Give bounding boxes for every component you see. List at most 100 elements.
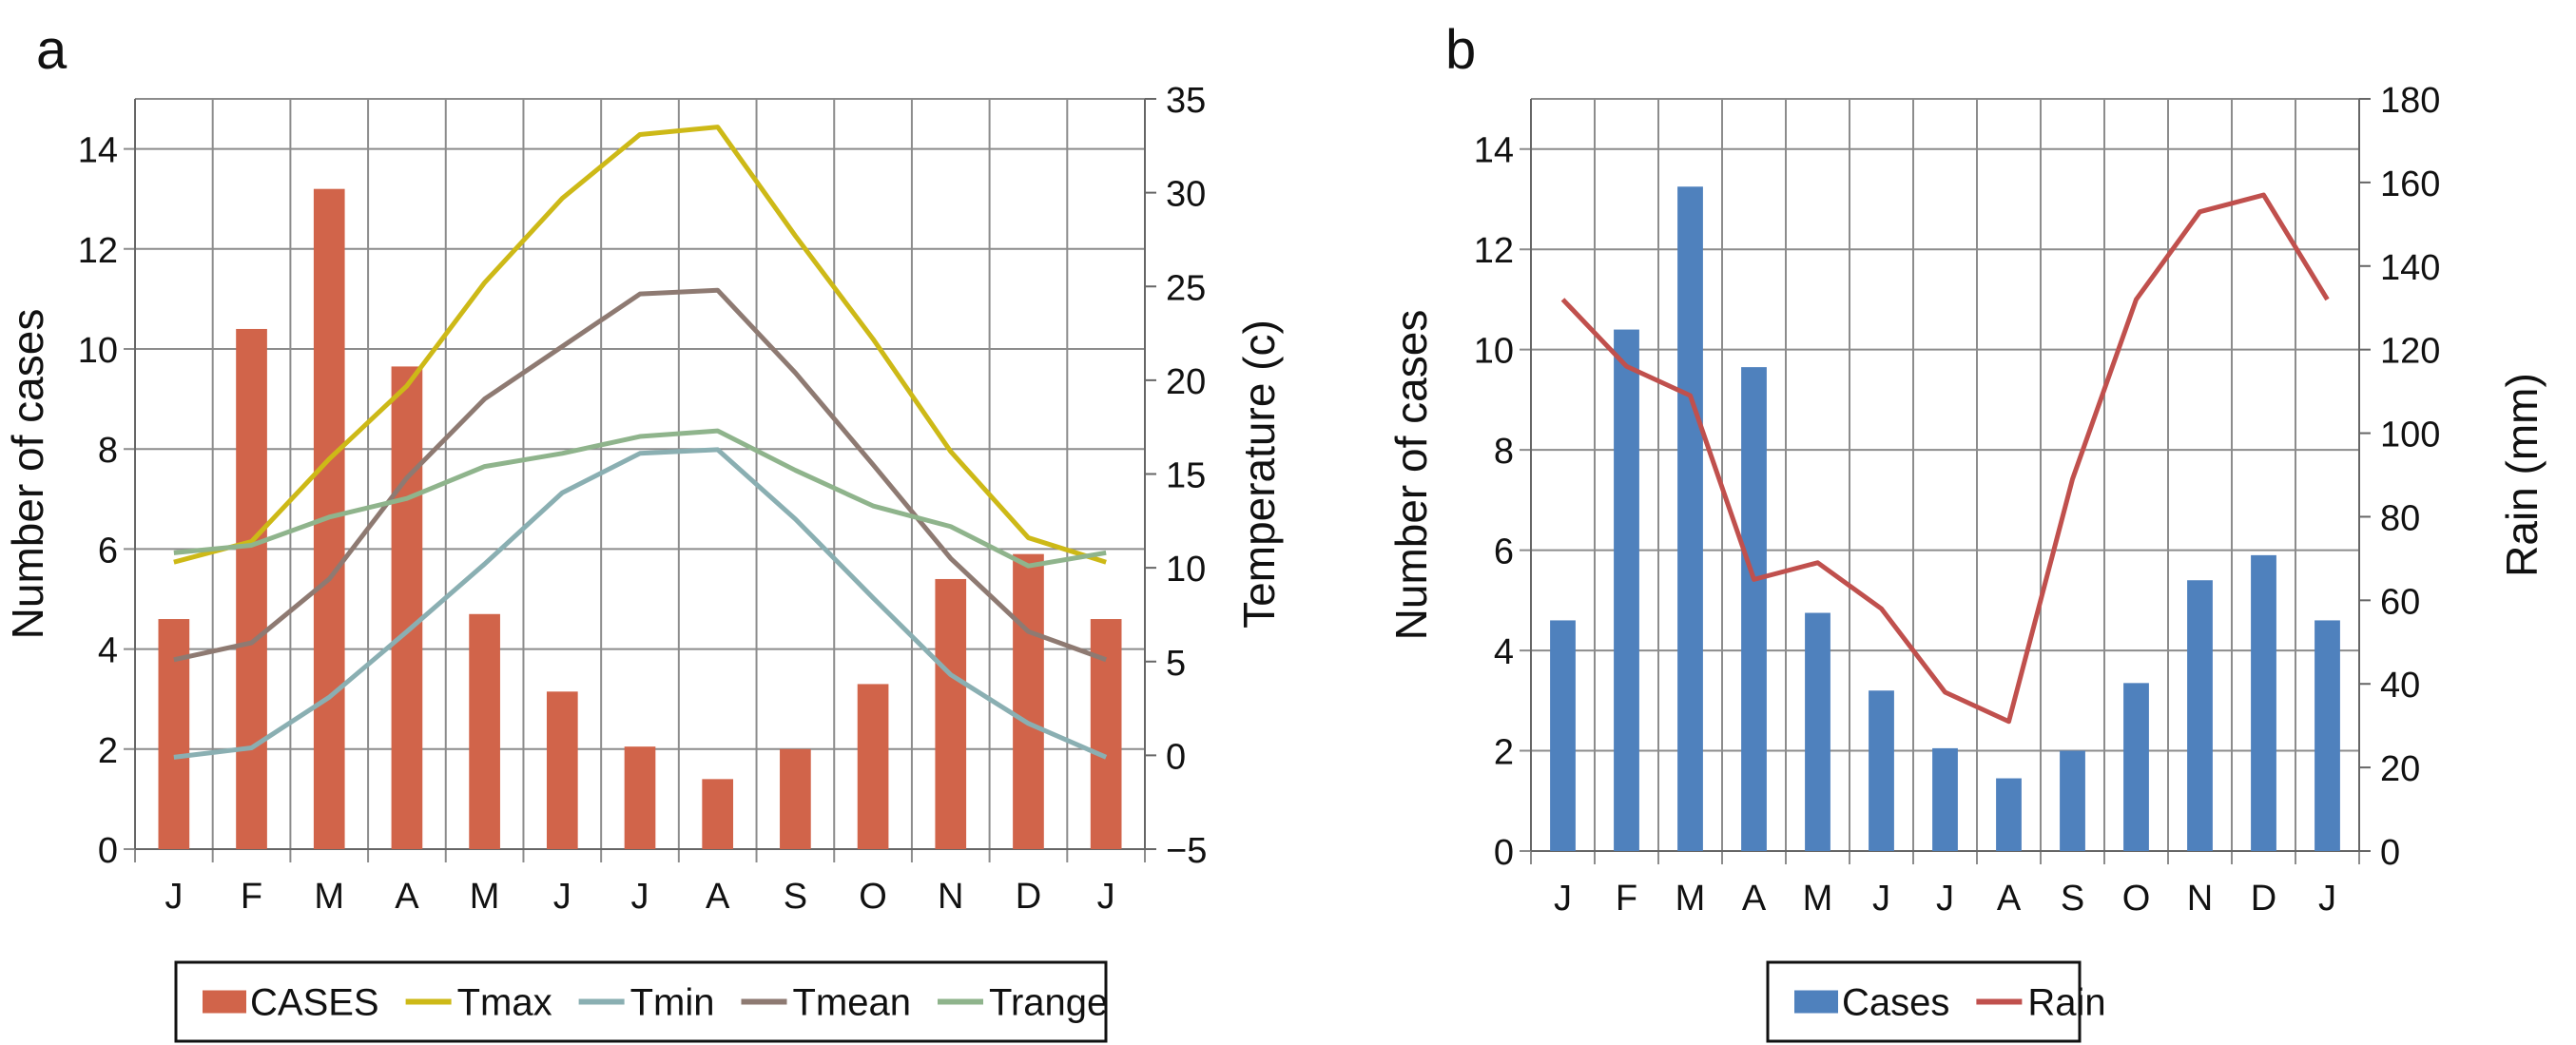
right-axis-tick-label: 15 bbox=[1166, 456, 1206, 496]
left-axis-tick-label: 14 bbox=[78, 131, 118, 171]
legend-label-trange: Trange bbox=[989, 982, 1108, 1024]
x-axis-tick-label: F bbox=[241, 877, 262, 917]
x-axis-tick-label: N bbox=[2187, 879, 2213, 919]
bar-cases bbox=[1932, 747, 1958, 851]
x-axis-tick-label: A bbox=[1742, 879, 1767, 919]
bar-cases bbox=[1805, 612, 1830, 851]
x-axis-tick-label: M bbox=[1675, 879, 1706, 919]
left-axis-title: Number of cases bbox=[1386, 310, 1436, 641]
left-axis-tick-label: 12 bbox=[78, 231, 118, 271]
x-axis-tick-label: J bbox=[1554, 879, 1572, 919]
bar-cases bbox=[2187, 580, 2213, 851]
left-axis-tick-label: 12 bbox=[1474, 231, 1514, 271]
left-axis-tick-label: 8 bbox=[1494, 432, 1514, 472]
right-axis-tick-label: 20 bbox=[2380, 749, 2420, 789]
right-axis-tick-label: 25 bbox=[1166, 268, 1206, 308]
right-axis-title: Rain (mm) bbox=[2497, 373, 2547, 577]
x-axis-tick-label: J bbox=[631, 877, 649, 917]
bar-cases bbox=[1996, 778, 2022, 851]
line-rain bbox=[1560, 192, 2330, 725]
left-axis-tick-label: 14 bbox=[1474, 131, 1514, 171]
x-axis-tick-label: D bbox=[2251, 879, 2276, 919]
right-axis-tick-label: 10 bbox=[1166, 550, 1206, 590]
left-axis-tick-label: 2 bbox=[1494, 733, 1514, 773]
left-axis-tick-label: 2 bbox=[98, 731, 118, 771]
x-axis-tick-label: S bbox=[784, 877, 807, 917]
x-axis-tick-label: F bbox=[1616, 879, 1637, 919]
left-axis-tick-label: 10 bbox=[1474, 332, 1514, 372]
x-axis-tick-label: J bbox=[165, 877, 183, 917]
right-axis-tick-label: −5 bbox=[1166, 831, 1207, 871]
x-axis-tick-label: M bbox=[470, 877, 500, 917]
legend-swatch-cases bbox=[203, 990, 246, 1014]
x-axis-tick-label: O bbox=[2122, 879, 2151, 919]
right-axis-tick-label: 160 bbox=[2380, 164, 2440, 204]
legend-label-rain: Rain bbox=[2027, 982, 2105, 1024]
left-axis-tick-label: 0 bbox=[98, 831, 118, 871]
bar-cases bbox=[236, 328, 267, 850]
line-tmin bbox=[173, 447, 1108, 760]
panel-label: a bbox=[36, 19, 68, 81]
right-axis-tick-label: 20 bbox=[1166, 362, 1206, 402]
left-axis-tick-label: 4 bbox=[98, 631, 118, 671]
right-axis-tick-label: 0 bbox=[2380, 833, 2400, 873]
left-axis-tick-label: 8 bbox=[98, 431, 118, 471]
left-axis-title: Number of cases bbox=[3, 309, 52, 640]
right-axis-title: Temperature (c) bbox=[1234, 319, 1284, 629]
right-axis-tick-label: 80 bbox=[2380, 498, 2420, 538]
right-axis-tick-label: 5 bbox=[1166, 644, 1186, 684]
x-axis-tick-label: J bbox=[1097, 877, 1115, 917]
bar-cases bbox=[1614, 329, 1639, 851]
right-axis-tick-label: 60 bbox=[2380, 582, 2420, 622]
right-axis-tick-label: 0 bbox=[1166, 737, 1186, 777]
left-axis-tick-label: 4 bbox=[1494, 632, 1514, 672]
bar-cases bbox=[624, 746, 656, 849]
line-tmean bbox=[173, 287, 1108, 663]
bar-cases bbox=[1677, 186, 1703, 852]
x-axis-tick-label: A bbox=[395, 877, 419, 917]
right-axis-tick-label: 40 bbox=[2380, 666, 2420, 706]
x-axis-tick-label: N bbox=[938, 877, 963, 917]
bar-cases bbox=[2251, 554, 2276, 851]
x-axis-tick-label: A bbox=[1997, 879, 2022, 919]
left-axis-tick-label: 0 bbox=[1494, 833, 1514, 873]
bar-cases bbox=[158, 619, 190, 849]
x-axis-tick-label: D bbox=[1016, 877, 1041, 917]
left-axis-tick-label: 10 bbox=[78, 331, 118, 371]
line-tmax bbox=[173, 125, 1107, 565]
legend-swatch-cases bbox=[1794, 990, 1838, 1014]
legend-label-cases: CASES bbox=[250, 982, 379, 1024]
bar-cases bbox=[2315, 620, 2340, 851]
left-axis-tick-label: 6 bbox=[1494, 532, 1514, 572]
right-axis-tick-label: 35 bbox=[1166, 81, 1206, 121]
bar-cases bbox=[2123, 683, 2149, 851]
legend-label-tmin: Tmin bbox=[630, 982, 715, 1024]
right-axis-tick-label: 180 bbox=[2380, 81, 2440, 121]
x-axis-tick-label: M bbox=[314, 877, 344, 917]
panel-a-chart: a 0 2 4 6 8 10 12 14 −5 0 5 10 15 20 25 30 35 J F M A M J J A S O N D… bbox=[3, 19, 1284, 1043]
legend-label-tmax: Tmax bbox=[457, 982, 552, 1024]
x-axis-tick-label: J bbox=[1872, 879, 1890, 919]
bar-cases bbox=[780, 748, 811, 849]
bar-cases bbox=[1869, 690, 1894, 851]
bar-cases bbox=[1741, 367, 1767, 851]
left-axis-tick-label: 6 bbox=[98, 531, 118, 571]
right-axis-tick-label: 30 bbox=[1166, 175, 1206, 215]
bar-cases bbox=[857, 684, 889, 849]
bar-cases bbox=[391, 366, 423, 849]
x-axis-tick-label: J bbox=[2318, 879, 2336, 919]
x-axis-tick-label: M bbox=[1803, 879, 1833, 919]
bar-cases bbox=[702, 779, 734, 849]
right-axis-tick-label: 140 bbox=[2380, 248, 2440, 288]
bar-cases bbox=[935, 578, 967, 849]
x-axis-tick-label: J bbox=[1936, 879, 1954, 919]
x-axis-tick-label: O bbox=[859, 877, 887, 917]
legend-label-tmean: Tmean bbox=[793, 982, 912, 1024]
bar-cases bbox=[469, 613, 500, 849]
x-axis-tick-label: S bbox=[2061, 879, 2084, 919]
line-trange bbox=[173, 428, 1107, 569]
right-axis-tick-label: 120 bbox=[2380, 332, 2440, 372]
x-axis-tick-label: J bbox=[553, 877, 571, 917]
